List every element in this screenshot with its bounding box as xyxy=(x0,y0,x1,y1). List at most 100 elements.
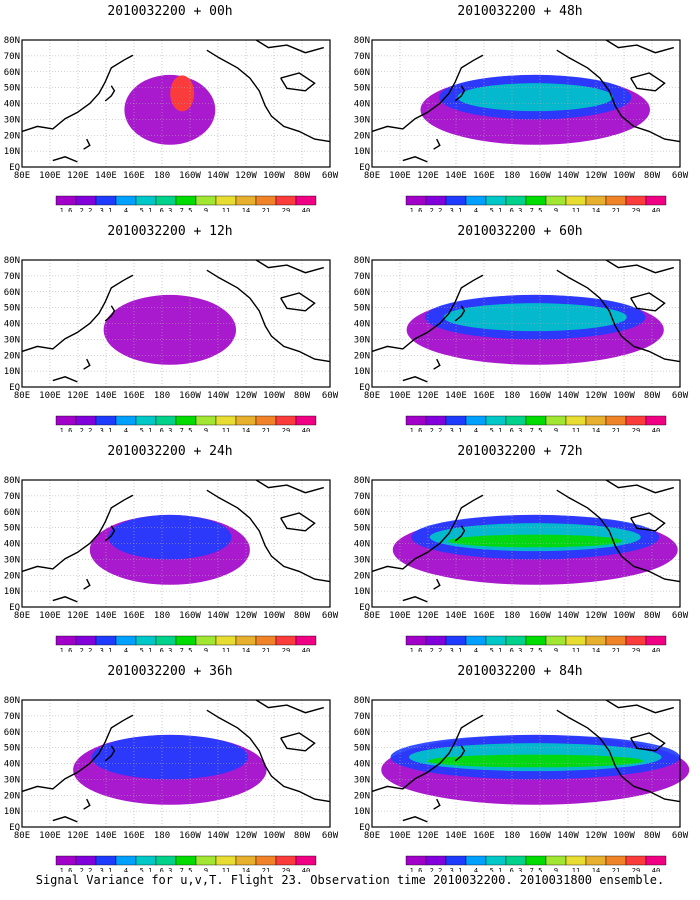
coastlines xyxy=(371,39,681,163)
variance-contour xyxy=(124,74,216,145)
colorbar-swatch xyxy=(565,195,587,206)
lat-tick-label: 50N xyxy=(4,744,20,754)
lat-tick-label: 80N xyxy=(4,476,20,486)
colorbar-swatch xyxy=(255,415,277,426)
lon-tick-label: 120W xyxy=(585,171,607,181)
colorbar-label: 29 xyxy=(282,207,290,212)
map-panel: 2010032200 + 12h 80E 100E 120E 140E 160E 180 16… xyxy=(0,220,340,432)
lat-tick-label: 40N xyxy=(354,320,370,330)
colorbar-swatch xyxy=(645,635,667,646)
colorbar-label: 21 xyxy=(262,207,270,212)
colorbar-swatch xyxy=(425,195,447,206)
colorbar-swatch xyxy=(485,195,507,206)
colorbar-swatch xyxy=(295,195,317,206)
figure-caption: Signal Variance for u,v,T. Flight 23. Ob… xyxy=(35,873,665,887)
lon-tick-label: 60W xyxy=(672,171,689,181)
lon-tick-label: 100E xyxy=(389,611,411,621)
colorbar-swatch xyxy=(565,635,587,646)
map-frame xyxy=(21,39,331,168)
colorbar-swatch xyxy=(465,635,487,646)
map-frame xyxy=(371,479,681,608)
lat-tick-label: 70N xyxy=(4,272,20,282)
lat-tick-label: 30N xyxy=(354,115,370,125)
colorbar-swatch xyxy=(255,195,277,206)
colorbar-label: 11 xyxy=(222,647,230,652)
colorbar-swatch xyxy=(425,415,447,426)
variance-field xyxy=(420,74,650,145)
lon-tick-label: 120W xyxy=(585,831,607,841)
lon-tick-label: 80W xyxy=(294,831,311,841)
lon-tick-label: 180 xyxy=(154,831,170,841)
lon-tick-label: 100E xyxy=(389,171,411,181)
lat-tick-label: 10N xyxy=(354,807,370,817)
colorbar-swatch xyxy=(95,855,117,866)
variance-contour xyxy=(443,303,627,332)
panel-title: 2010032200 + 24h xyxy=(107,444,233,459)
lat-tick-label: 70N xyxy=(354,492,370,502)
lat-tick-label: 40N xyxy=(4,100,20,110)
colorbar-swatch xyxy=(75,415,97,426)
colorbar-swatch xyxy=(545,195,567,206)
variance-field xyxy=(381,734,690,805)
lon-tick-label: 160E xyxy=(123,171,145,181)
colorbar-swatch xyxy=(135,415,157,426)
lon-tick-label: 100W xyxy=(613,611,635,621)
lat-tick-label: 80N xyxy=(354,696,370,706)
graticule xyxy=(21,39,331,168)
variance-map: 80E 100E 120E 140E 160E 180 160W 140W 120W 100W 80… xyxy=(4,696,339,872)
colorbar-swatch xyxy=(55,195,77,206)
colorbar-label: 4 xyxy=(124,427,128,432)
lon-tick-label: 100E xyxy=(389,391,411,401)
lon-tick-label: 100W xyxy=(263,611,285,621)
lat-tick-label: 30N xyxy=(4,115,20,125)
colorbar-swatch xyxy=(55,415,77,426)
colorbar-label: 9 xyxy=(554,207,558,212)
map-panel: 2010032200 + 84h 80E 100E 120E 140E 160E 180 16… xyxy=(350,660,690,872)
colorbar-swatch xyxy=(215,635,237,646)
colorbar-swatch xyxy=(155,195,177,206)
colorbar-swatch xyxy=(645,195,667,206)
colorbar-label: 7.5 xyxy=(180,867,193,872)
colorbar-label: 14 xyxy=(242,647,250,652)
map-frame xyxy=(371,259,681,388)
lat-tick-label: EQ xyxy=(9,823,20,833)
lat-tick-label: 60N xyxy=(4,728,20,738)
lon-tick-label: 160E xyxy=(473,391,495,401)
colorbar: 1.6 2.2 3.1 4 5.1 6.3 7.5 9 11 14 21 29 40 xyxy=(405,415,667,432)
variance-field xyxy=(124,74,216,145)
colorbar-label: 3.1 xyxy=(100,207,113,212)
lon-tick-label: 100W xyxy=(613,831,635,841)
colorbar-label: 1.6 xyxy=(410,207,423,212)
colorbar-swatch xyxy=(425,635,447,646)
colorbar-label: 6.3 xyxy=(510,647,523,652)
lon-tick-label: 160W xyxy=(529,171,551,181)
lon-tick-label: 80W xyxy=(644,171,661,181)
colorbar-swatch xyxy=(135,855,157,866)
colorbar-label: 4 xyxy=(474,427,478,432)
map-frame xyxy=(371,699,681,828)
colorbar-swatch xyxy=(275,635,297,646)
colorbar-label: 40 xyxy=(302,647,310,652)
lat-tick-label: 70N xyxy=(354,712,370,722)
colorbar-swatch xyxy=(115,415,137,426)
colorbar-label: 21 xyxy=(612,647,620,652)
map-frame xyxy=(21,699,331,828)
colorbar-swatch xyxy=(505,855,527,866)
colorbar-label: 9 xyxy=(204,427,208,432)
colorbar-swatch xyxy=(545,635,567,646)
lat-tick-label: 50N xyxy=(354,524,370,534)
colorbar-swatch xyxy=(135,195,157,206)
colorbar-swatch xyxy=(155,855,177,866)
lon-tick-label: 100E xyxy=(39,611,61,621)
colorbar-swatch xyxy=(295,635,317,646)
colorbar-label: 11 xyxy=(572,427,580,432)
lon-tick-label: 180 xyxy=(154,391,170,401)
lon-tick-label: 180 xyxy=(504,171,520,181)
lon-tick-label: 120W xyxy=(235,391,257,401)
map-frame xyxy=(371,39,681,168)
lat-tick-label: 40N xyxy=(4,320,20,330)
colorbar-swatch xyxy=(465,415,487,426)
colorbar-label: 3.1 xyxy=(100,427,113,432)
colorbar-swatch xyxy=(585,855,607,866)
colorbar-swatch xyxy=(155,415,177,426)
